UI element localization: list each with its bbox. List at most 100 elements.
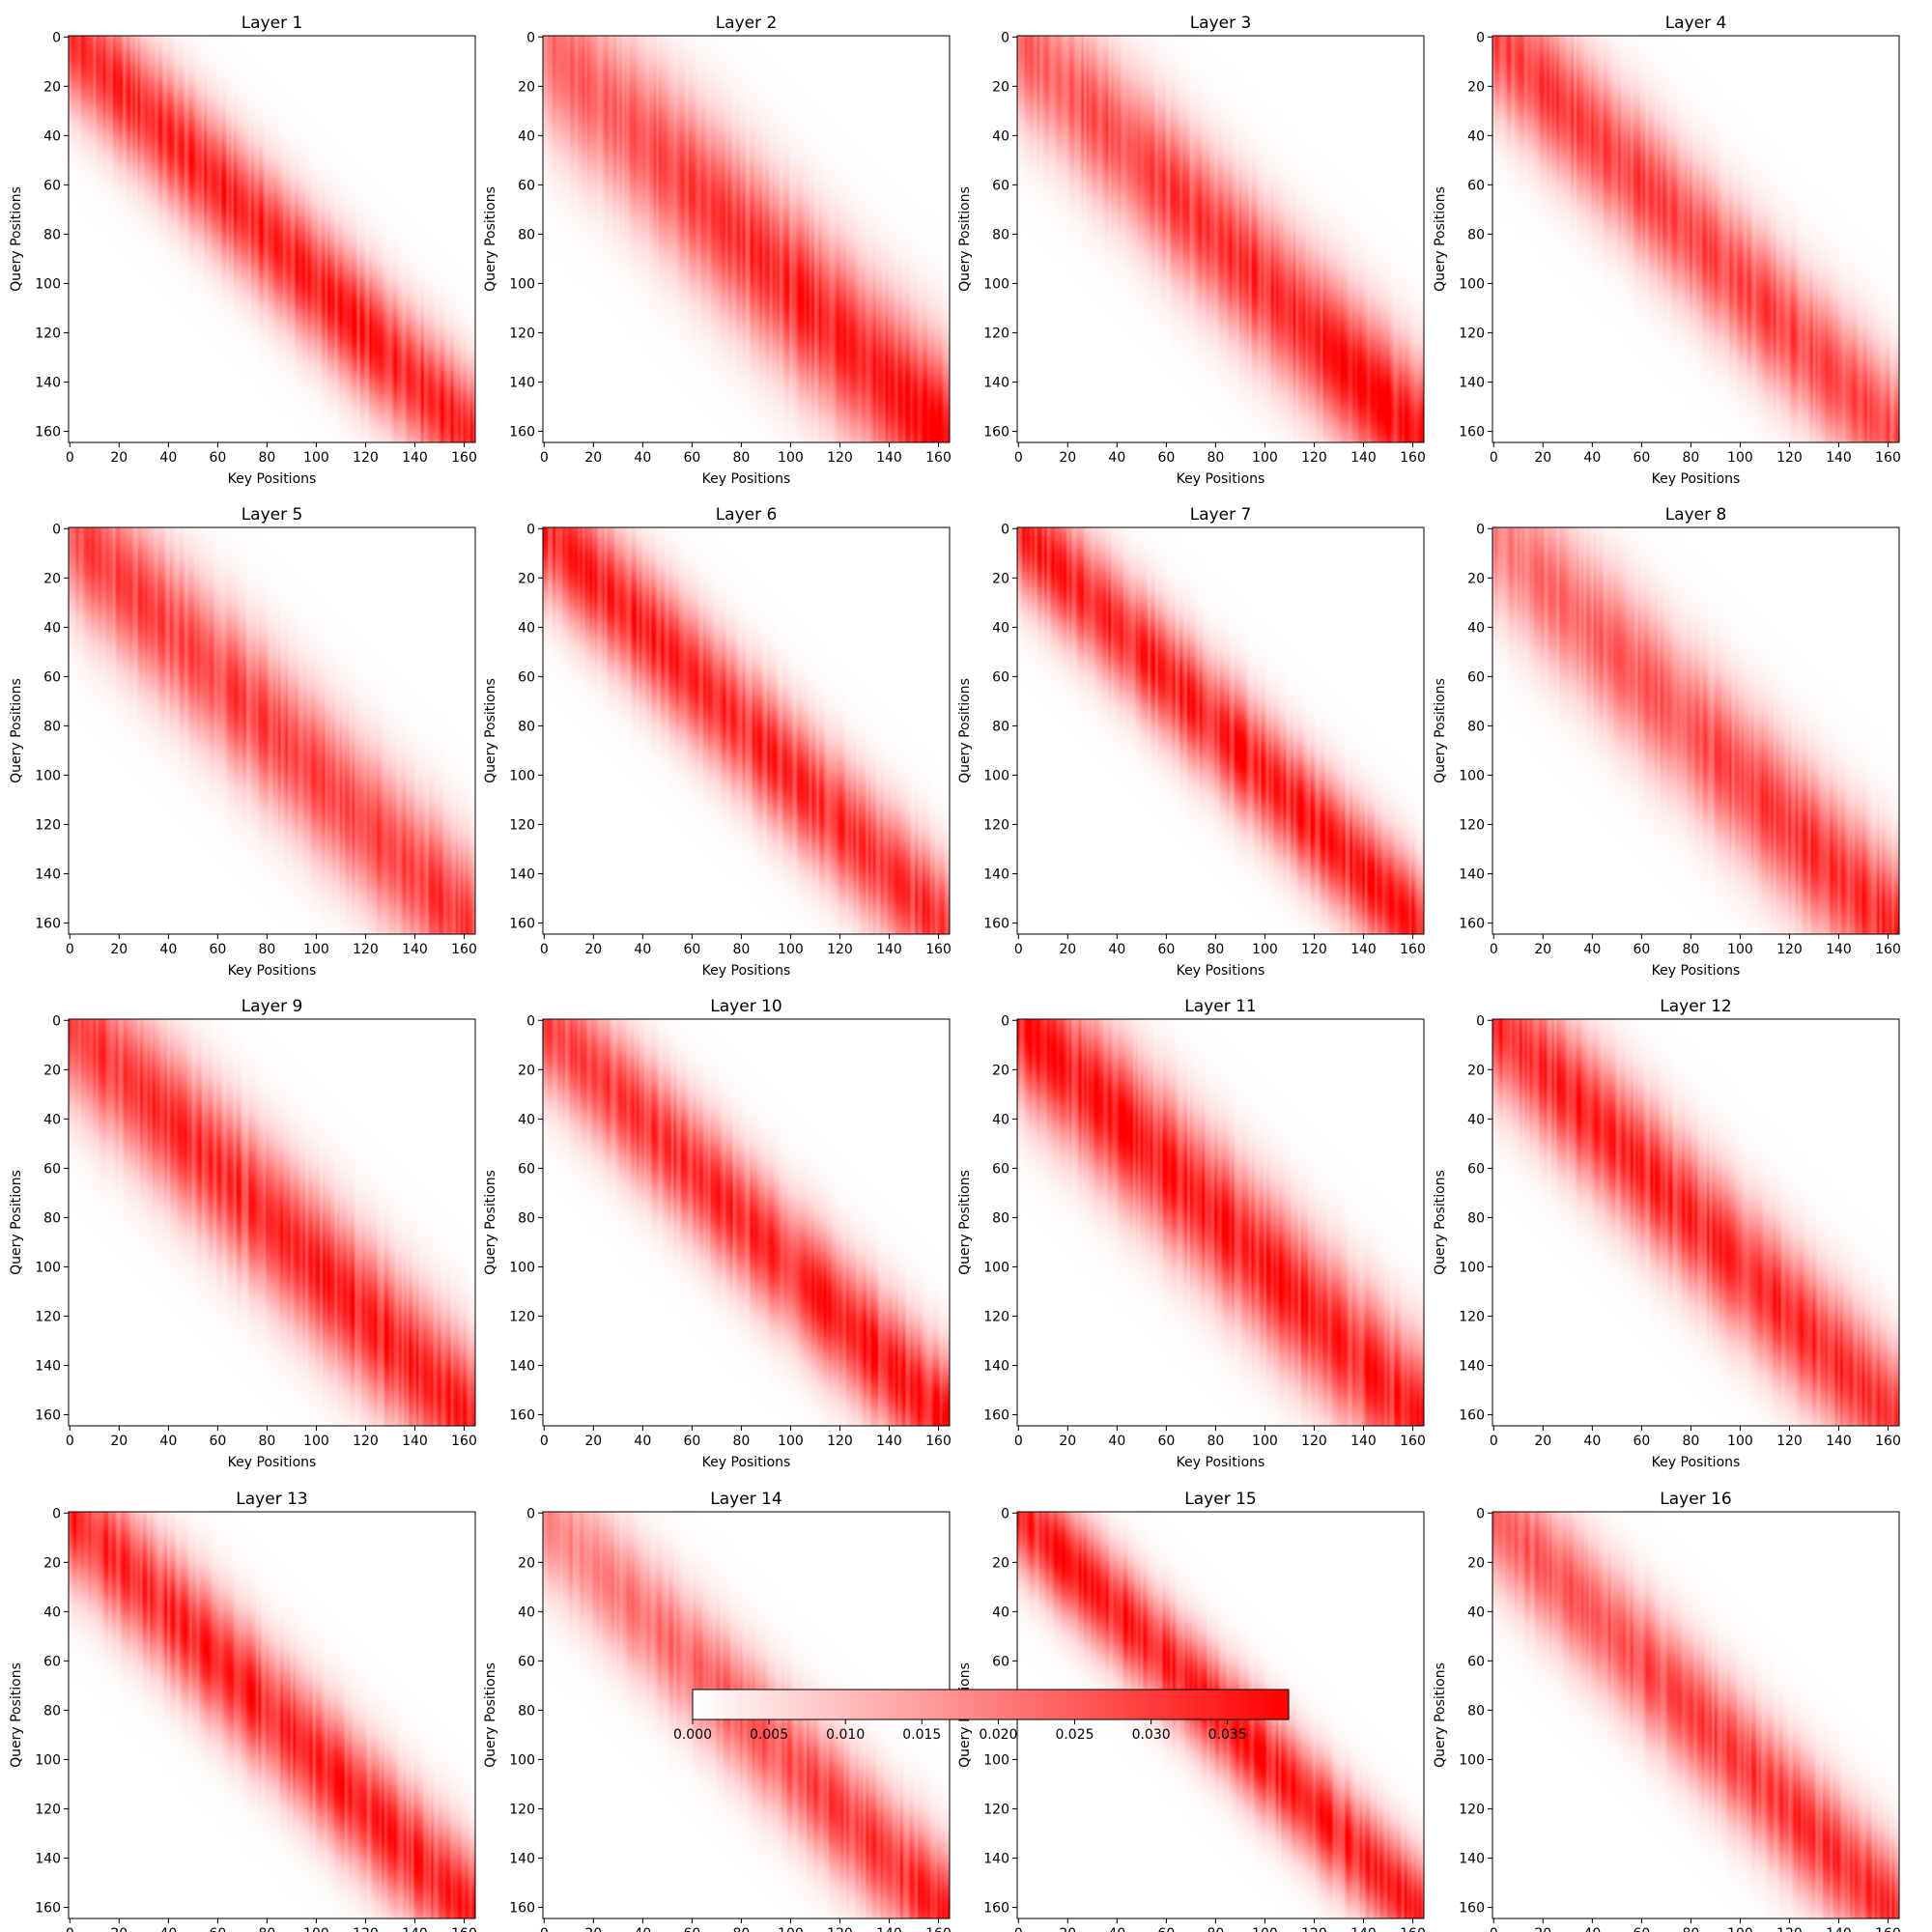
x-axis-label: Key Positions xyxy=(228,1455,317,1470)
y-tick-label: 0 xyxy=(526,1013,535,1029)
x-tick-label: 40 xyxy=(634,450,651,466)
panel-title: Layer 13 xyxy=(236,1490,307,1509)
x-axis-label: Key Positions xyxy=(1177,471,1265,487)
y-tick-label: 40 xyxy=(1467,1112,1485,1127)
y-tick-label: 60 xyxy=(992,1654,1009,1669)
y-tick-label: 100 xyxy=(1459,1260,1485,1275)
x-tick-label: 40 xyxy=(634,942,651,957)
heatmap-image xyxy=(1492,36,1899,442)
y-axis-label: Query Positions xyxy=(483,186,498,292)
heatmap-panel: Layer 8 0 20 40 60 80 100 120 140 160 0 20 40 60 80 100… xyxy=(1433,505,1901,979)
x-tick-label: 0 xyxy=(66,1926,74,1932)
x-tick-label: 40 xyxy=(634,1926,651,1932)
y-tick-label: 80 xyxy=(1467,227,1485,242)
x-tick-label: 120 xyxy=(1776,450,1803,466)
axes-frame xyxy=(68,526,476,935)
heatmap-image xyxy=(69,527,475,934)
panel-title: Layer 11 xyxy=(1184,997,1256,1016)
y-tick-label: 20 xyxy=(43,1555,61,1571)
axes-frame xyxy=(1492,1018,1900,1427)
x-tick-label: 140 xyxy=(1350,1434,1377,1449)
y-tick-label: 0 xyxy=(1001,30,1009,45)
x-tick-label: 20 xyxy=(110,1926,128,1932)
y-tick-label: 80 xyxy=(1467,719,1485,734)
x-tick-label: 120 xyxy=(353,1434,379,1449)
y-tick-label: 100 xyxy=(35,768,61,783)
x-tick-label: 20 xyxy=(1059,1434,1076,1449)
x-tick-label: 0 xyxy=(1490,942,1498,957)
y-tick-label: 80 xyxy=(43,1210,61,1226)
y-tick-label: 100 xyxy=(1459,768,1485,783)
x-tick-label: 140 xyxy=(1826,942,1852,957)
y-tick-label: 20 xyxy=(518,1555,535,1571)
y-tick-label: 120 xyxy=(983,1802,1009,1817)
heatmap-image xyxy=(543,36,950,442)
x-tick-label: 100 xyxy=(1727,1434,1753,1449)
x-tick-label: 40 xyxy=(1108,1434,1125,1449)
y-tick-label: 80 xyxy=(43,719,61,734)
x-tick-label: 60 xyxy=(209,1926,226,1932)
x-tick-label: 80 xyxy=(732,942,750,957)
y-tick-label: 60 xyxy=(43,178,61,193)
y-tick-label: 160 xyxy=(509,425,535,440)
y-tick-label: 20 xyxy=(992,571,1009,586)
y-tick-label: 20 xyxy=(518,571,535,586)
y-tick-label: 100 xyxy=(983,1260,1009,1275)
x-tick-label: 80 xyxy=(1682,450,1699,466)
x-axis-label: Key Positions xyxy=(702,1455,791,1470)
y-tick-label: 40 xyxy=(1467,620,1485,636)
y-tick-label: 140 xyxy=(35,867,61,882)
y-tick-label: 160 xyxy=(35,917,61,932)
heatmap-image xyxy=(69,1019,475,1426)
y-tick-label: 40 xyxy=(518,1112,535,1127)
axes-frame xyxy=(542,526,951,935)
x-tick-label: 100 xyxy=(778,942,804,957)
heatmap-panel: Layer 12 0 20 40 60 80 100 120 140 160 0 20 40 60 80 10… xyxy=(1433,997,1901,1470)
y-tick-label: 100 xyxy=(509,276,535,292)
heatmap-panel: Layer 7 0 20 40 60 80 100 120 140 160 0 20 40 60 80 100… xyxy=(957,505,1426,979)
y-axis-label: Query Positions xyxy=(957,186,973,292)
y-tick-label: 120 xyxy=(35,326,61,341)
x-tick-label: 60 xyxy=(683,1434,700,1449)
x-tick-label: 140 xyxy=(1350,450,1377,466)
y-tick-label: 140 xyxy=(509,1358,535,1374)
y-tick-label: 160 xyxy=(983,917,1009,932)
y-tick-label: 20 xyxy=(43,79,61,95)
heatmap-panel: Layer 9 0 20 40 60 80 100 120 140 160 0 20 40 60 80 100… xyxy=(9,997,477,1470)
heatmap-panel: Layer 2 0 20 40 60 80 100 120 140 160 0 20 40 60 80 100… xyxy=(483,14,952,487)
y-tick-label: 120 xyxy=(509,326,535,341)
y-tick-label: 60 xyxy=(43,1161,61,1177)
x-tick-label: 0 xyxy=(1014,450,1023,466)
y-tick-label: 80 xyxy=(518,1210,535,1226)
y-tick-label: 160 xyxy=(509,1901,535,1917)
y-tick-label: 120 xyxy=(983,817,1009,833)
heatmap-image xyxy=(1017,527,1424,934)
y-tick-label: 60 xyxy=(992,669,1009,685)
panel-title: Layer 8 xyxy=(1665,505,1727,525)
y-tick-label: 160 xyxy=(1459,1901,1485,1917)
x-tick-label: 140 xyxy=(1350,1926,1377,1932)
x-axis-label: Key Positions xyxy=(228,471,317,487)
panel-title: Layer 12 xyxy=(1660,997,1731,1016)
x-tick-label: 80 xyxy=(258,1434,275,1449)
panel-title: Layer 6 xyxy=(716,505,778,525)
y-tick-label: 160 xyxy=(1459,1408,1485,1424)
x-tick-label: 160 xyxy=(925,1926,952,1932)
y-axis-label: Query Positions xyxy=(1433,678,1448,783)
y-tick-label: 120 xyxy=(35,817,61,833)
y-tick-label: 20 xyxy=(1467,1555,1485,1571)
y-tick-label: 40 xyxy=(1467,128,1485,144)
y-tick-label: 20 xyxy=(992,79,1009,95)
y-tick-label: 140 xyxy=(1459,867,1485,882)
panel-title: Layer 16 xyxy=(1660,1490,1731,1509)
y-tick-label: 20 xyxy=(1467,571,1485,586)
x-tick-label: 60 xyxy=(1157,450,1175,466)
x-tick-label: 140 xyxy=(402,1434,428,1449)
x-tick-label: 140 xyxy=(402,1926,428,1932)
y-tick-label: 40 xyxy=(518,128,535,144)
y-tick-label: 80 xyxy=(43,227,61,242)
x-tick-label: 120 xyxy=(827,450,853,466)
x-tick-label: 20 xyxy=(584,1434,602,1449)
x-tick-label: 140 xyxy=(402,450,428,466)
y-tick-label: 140 xyxy=(983,375,1009,390)
